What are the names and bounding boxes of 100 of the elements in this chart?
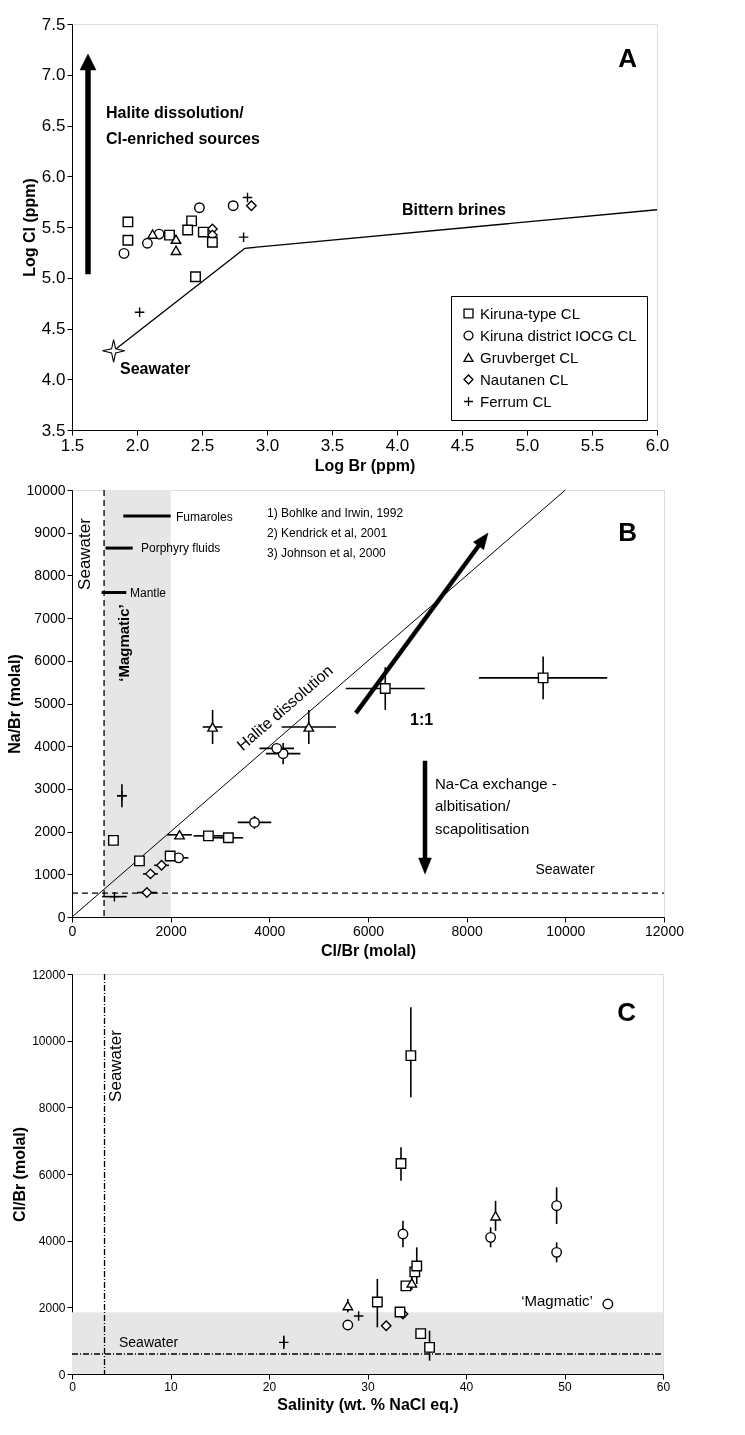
- point: [147, 229, 159, 239]
- point: [108, 891, 120, 903]
- y-tick-label: 5000: [34, 695, 66, 711]
- y-tick-label: 3000: [34, 780, 66, 797]
- annotation: Cl-enriched sources: [106, 130, 260, 147]
- point: [424, 1341, 435, 1353]
- series-label: Porphyry fluids: [141, 541, 221, 555]
- point: [202, 830, 214, 842]
- point: [164, 850, 176, 862]
- point: [141, 887, 153, 898]
- point: [145, 868, 156, 880]
- y-tick-label: 5.0: [41, 268, 66, 288]
- x-axis-title: Cl/Br (molal): [320, 941, 417, 959]
- point: [602, 1298, 614, 1310]
- y-tick-label: 9000: [34, 524, 66, 541]
- point: [411, 1260, 423, 1272]
- x-tick-label: 2.0: [125, 435, 150, 455]
- y-tick-label: 6000: [34, 652, 66, 669]
- point: [342, 1300, 354, 1311]
- legend-label: Nautanen CL: [480, 370, 569, 388]
- point: [207, 722, 219, 732]
- x-tick-label: 4.5: [450, 435, 475, 455]
- y-tick-label: 10000: [32, 1034, 66, 1049]
- legend-label: Ferrum CL: [480, 392, 552, 410]
- point: [342, 1319, 354, 1331]
- point: [170, 234, 182, 244]
- legend-label: Gruvberget CL: [480, 348, 579, 366]
- annotation: 3) Johnson et al, 2000: [267, 546, 387, 560]
- point: [271, 742, 283, 754]
- point: [174, 829, 185, 840]
- y-tick-label: 12000: [32, 967, 66, 982]
- annotation: 1) Bohlke and Irwin, 1992: [267, 506, 404, 520]
- y-tick-label: 0: [57, 908, 66, 925]
- annotation: C: [617, 997, 637, 1027]
- point: [303, 722, 315, 732]
- y-tick-label: 4000: [34, 737, 66, 754]
- x-axis-title: Log Br (ppm): [314, 456, 416, 474]
- point: [222, 832, 234, 844]
- series-label: Mantle: [130, 586, 167, 600]
- point: [353, 1310, 365, 1322]
- x-tick-label: 12000: [645, 922, 685, 939]
- y-tick-label: 2000: [38, 1300, 66, 1315]
- point: [156, 859, 167, 871]
- annotation: albitisation/: [435, 797, 511, 814]
- point: [134, 855, 145, 867]
- y-tick-label: 6.0: [41, 166, 66, 186]
- band-label: ‘Magmatic’: [115, 604, 132, 682]
- x-tick-label: 6.0: [645, 435, 670, 455]
- ref-line-label: Seawater: [535, 861, 595, 877]
- annotation: Halite dissolution/: [106, 104, 245, 121]
- annotation: A: [618, 43, 638, 73]
- annotation: 2) Kendrick et al, 2001: [267, 526, 388, 540]
- point: [397, 1228, 409, 1240]
- y-tick-label: 8000: [38, 1100, 66, 1115]
- point: [406, 1278, 418, 1288]
- x-tick-label: 30: [361, 1379, 375, 1394]
- annotation: scapolitisation: [435, 820, 530, 837]
- point: [537, 672, 549, 684]
- y-tick-label: 6.5: [41, 116, 66, 135]
- point: [551, 1200, 563, 1212]
- annotation: Na-Ca exchange -: [435, 775, 557, 792]
- x-tick-label: 5.0: [515, 435, 540, 455]
- point: [206, 236, 218, 248]
- point: [490, 1211, 501, 1221]
- y-tick-label: 1000: [34, 865, 66, 882]
- y-tick-label: 7.5: [41, 14, 66, 34]
- x-tick-label: 2.5: [190, 435, 215, 455]
- series-label: Fumaroles: [176, 510, 233, 524]
- x-tick-label: 50: [558, 1379, 572, 1394]
- x-tick-label: 6000: [352, 922, 385, 939]
- point: [134, 306, 146, 318]
- legend-label: Kiruna-type CL: [480, 304, 581, 322]
- x-tick-label: 5.5: [580, 435, 605, 455]
- point: [197, 226, 209, 238]
- y-tick-label: 10000: [26, 481, 66, 498]
- x-tick-label: 3.5: [320, 435, 345, 455]
- point: [170, 245, 182, 256]
- point: [395, 1158, 407, 1169]
- ref-line-label: Seawater: [106, 1029, 125, 1102]
- x-tick-label: 3.0: [255, 435, 280, 455]
- point: [182, 224, 194, 236]
- y-tick-label: 0: [58, 1367, 66, 1382]
- point: [238, 231, 250, 243]
- x-tick-label: 20: [262, 1379, 277, 1394]
- x-tick-label: 2000: [155, 922, 187, 939]
- band-label: ‘Magmatic’: [521, 1292, 593, 1309]
- y-tick-label: 4000: [38, 1234, 66, 1249]
- series-label: Seawater: [120, 360, 191, 377]
- x-tick-label: 4.0: [385, 435, 410, 455]
- point: [415, 1328, 427, 1340]
- ref-line-label: Seawater: [75, 517, 94, 590]
- point: [249, 816, 260, 828]
- point: [101, 339, 126, 363]
- x-axis-title: Salinity (wt. % NaCl eq.): [277, 1395, 459, 1413]
- x-tick-label: 40: [459, 1379, 474, 1394]
- x-tick-label: 10000: [546, 922, 586, 939]
- ref-line-label: Seawater: [119, 1334, 179, 1350]
- y-tick-label: 2000: [34, 823, 66, 840]
- point: [380, 1320, 392, 1332]
- y-tick-label: 4.0: [41, 369, 66, 389]
